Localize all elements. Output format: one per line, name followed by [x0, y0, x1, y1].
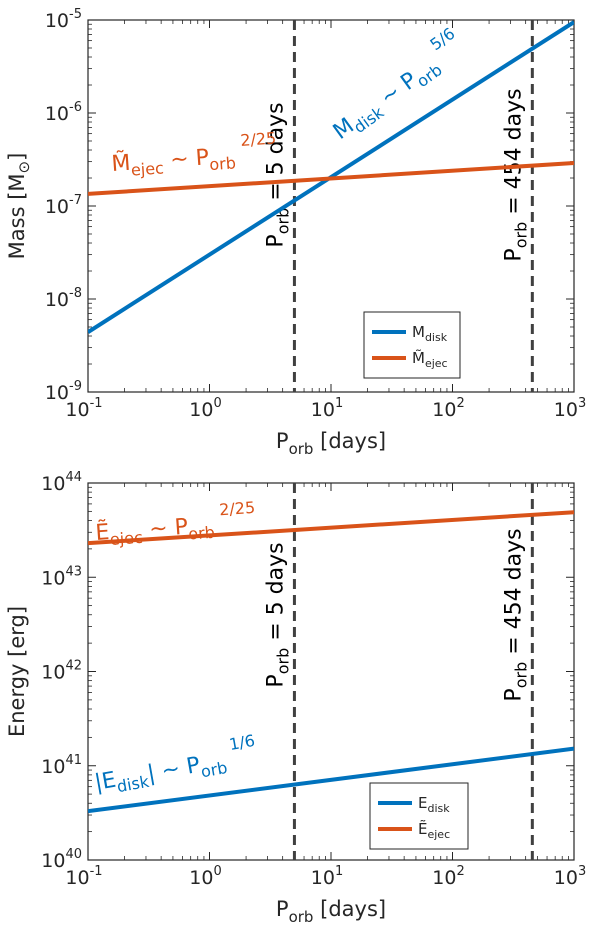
- series-line-disk: [88, 746, 574, 814]
- y-tick-label: 1044: [41, 470, 82, 495]
- chart-panel-1: 10-1 100 101 102 103 10-9 10-8 10-7 10-6 10-5 Porb…: [5, 7, 586, 458]
- y-tick-label: 1042: [41, 659, 82, 684]
- y-tick-label: 10-5: [45, 7, 82, 32]
- legend-label: M̃ejec: [412, 348, 448, 370]
- legend-label: Ẽejec: [418, 819, 450, 841]
- y-tick-label: 1040: [41, 847, 82, 872]
- y-axis-label: Mass [M⊙]: [5, 153, 33, 260]
- legend-label: Mdisk: [412, 323, 448, 344]
- x-axis-label: Porb [days]: [276, 429, 386, 458]
- legend-label: Edisk: [418, 794, 450, 815]
- y-tick-label: 10-8: [45, 286, 82, 311]
- vertical-marker-label: Porb = 5 days: [263, 102, 292, 247]
- legend: Mdisk M̃ejec: [363, 311, 461, 379]
- x-tick-label: 101: [311, 396, 343, 421]
- vertical-marker-label: Porb = 454 days: [501, 88, 530, 261]
- y-tick-label: 1041: [41, 753, 82, 778]
- x-axis-label: Porb [days]: [276, 897, 386, 926]
- series-line-ejec: [88, 161, 574, 196]
- x-tick-label: 100: [189, 864, 221, 889]
- y-tick-label: 1043: [41, 564, 82, 589]
- x-tick-label: 101: [311, 864, 343, 889]
- x-tick-label: 103: [554, 396, 586, 421]
- series-annotation-ejec: Ẽejec ~ Porb2/25: [94, 498, 257, 550]
- x-tick-label: 10-1: [65, 396, 102, 421]
- chart-panel-2: 10-1 100 101 102 103 1040 1041 1042 1043 1044 Porb…: [5, 470, 586, 926]
- legend-box: [369, 782, 469, 850]
- series-annotation-ejec: M̃ejec ~ Porb2/25: [110, 128, 279, 180]
- series-annotation-disk: |Edisk| ~ Porb1/6: [91, 731, 261, 800]
- x-tick-label: 102: [432, 864, 464, 889]
- legend-box: [363, 311, 461, 379]
- legend: Edisk Ẽejec: [369, 782, 469, 850]
- series-line-ejec: [88, 510, 574, 546]
- y-tick-label: 10-6: [45, 100, 82, 125]
- x-tick-label: 100: [189, 396, 221, 421]
- x-tick-label: 10-1: [65, 864, 102, 889]
- x-tick-label: 102: [432, 396, 464, 421]
- y-tick-label: 10-9: [45, 379, 82, 404]
- plot-area: [87, 19, 575, 393]
- vertical-marker-label: Porb = 454 days: [501, 528, 530, 701]
- vertical-marker-label: Porb = 5 days: [263, 542, 292, 687]
- y-axis-label: Energy [erg]: [5, 606, 29, 737]
- y-tick-label: 10-7: [45, 193, 82, 218]
- x-tick-label: 103: [554, 864, 586, 889]
